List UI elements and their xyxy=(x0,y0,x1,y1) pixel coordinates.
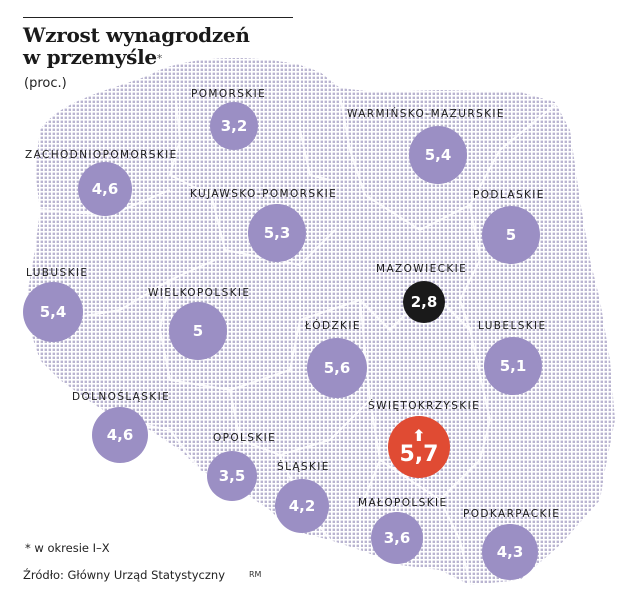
region-label-slaskie: ŚLĄSKIE xyxy=(277,461,330,473)
value-mazowieckie: 2,8 xyxy=(410,293,438,311)
chart-title: Wzrost wynagrodzeń w przemyśle* xyxy=(23,24,250,68)
bubble-dolnoslaskie[interactable]: 4,6 xyxy=(92,407,148,463)
bubble-opolskie[interactable]: 3,5 xyxy=(207,451,257,501)
title-asterisk: * xyxy=(156,52,163,65)
bubble-wielkopolskie[interactable]: 5 xyxy=(169,302,227,360)
region-label-swietokrzyskie: ŚWIĘTOKRZYSKIE xyxy=(368,400,481,412)
bubble-podlaskie[interactable]: 5 xyxy=(482,206,540,264)
region-label-lubuskie: LUBUSKIE xyxy=(26,267,89,279)
value-podkarpackie: 4,3 xyxy=(496,543,524,561)
region-label-lubelskie: LUBELSKIE xyxy=(478,320,547,332)
arrow-up-icon: ⬆ xyxy=(412,425,426,445)
value-lubuskie: 5,4 xyxy=(39,303,67,321)
source-note: Źródło: Główny Urząd Statystyczny xyxy=(23,568,226,582)
bubble-lubelskie[interactable]: 5,1 xyxy=(484,337,542,395)
top-rule xyxy=(23,17,293,18)
value-kujawsko-pomorskie: 5,3 xyxy=(263,224,291,242)
title-line-2: w przemyśle xyxy=(23,45,157,69)
bubble-slaskie[interactable]: 4,2 xyxy=(275,479,329,533)
bubble-kujawsko-pomorskie[interactable]: 5,3 xyxy=(248,204,306,262)
region-label-dolnoslaskie: DOLNOŚLĄSKIE xyxy=(72,391,171,403)
bubble-pomorskie[interactable]: 3,2 xyxy=(210,102,258,150)
value-swietokrzyskie: 5,7 xyxy=(399,441,439,467)
region-label-warminsko-mazurskie: WARMIŃSKO-MAZURSKIE xyxy=(347,108,505,120)
bubble-swietokrzyskie[interactable]: ⬆ 5,7 xyxy=(388,416,450,478)
value-opolskie: 3,5 xyxy=(218,467,246,485)
value-zachodniopomorskie: 4,6 xyxy=(91,180,119,198)
bubble-warminsko-mazurskie[interactable]: 5,4 xyxy=(409,126,467,184)
region-label-malopolskie: MAŁOPOLSKIE xyxy=(358,497,448,509)
region-borders xyxy=(39,65,556,586)
title-line-1: Wzrost wynagrodzeń xyxy=(23,23,250,47)
region-label-opolskie: OPOLSKIE xyxy=(213,432,277,444)
region-label-mazowieckie: MAZOWIECKIE xyxy=(376,263,468,275)
region-label-lodzkie: ŁÓDZKIE xyxy=(305,320,361,332)
footnote: * w okresie I–X xyxy=(25,541,110,555)
bubble-lubuskie[interactable]: 5,4 xyxy=(23,282,83,342)
region-label-zachodniopomorskie: ZACHODNIOPOMORSKIE xyxy=(25,149,178,161)
value-podlaskie: 5 xyxy=(505,226,517,244)
value-slaskie: 4,2 xyxy=(288,497,316,515)
value-pomorskie: 3,2 xyxy=(220,117,248,135)
author-credit: RM xyxy=(249,570,262,579)
unit-subtitle: (proc.) xyxy=(24,76,67,91)
region-label-pomorskie: POMORSKIE xyxy=(191,88,267,100)
region-label-podkarpackie: PODKARPACKIE xyxy=(463,508,561,520)
bubble-zachodniopomorskie[interactable]: 4,6 xyxy=(78,162,132,216)
value-lodzkie: 5,6 xyxy=(323,359,351,377)
bubble-malopolskie[interactable]: 3,6 xyxy=(371,512,423,564)
bubble-mazowieckie[interactable]: 2,8 xyxy=(403,281,445,323)
value-warminsko-mazurskie: 5,4 xyxy=(424,146,452,164)
value-dolnoslaskie: 4,6 xyxy=(106,426,134,444)
value-wielkopolskie: 5 xyxy=(192,322,204,340)
region-label-podlaskie: PODLASKIE xyxy=(473,189,545,201)
bubble-lodzkie[interactable]: 5,6 xyxy=(307,338,367,398)
bubble-podkarpackie[interactable]: 4,3 xyxy=(482,524,538,580)
region-label-kujawsko-pomorskie: KUJAWSKO-POMORSKIE xyxy=(190,188,338,200)
value-lubelskie: 5,1 xyxy=(499,357,527,375)
region-label-wielkopolskie: WIELKOPOLSKIE xyxy=(148,287,251,299)
country-shape xyxy=(28,58,615,585)
value-malopolskie: 3,6 xyxy=(383,529,411,547)
